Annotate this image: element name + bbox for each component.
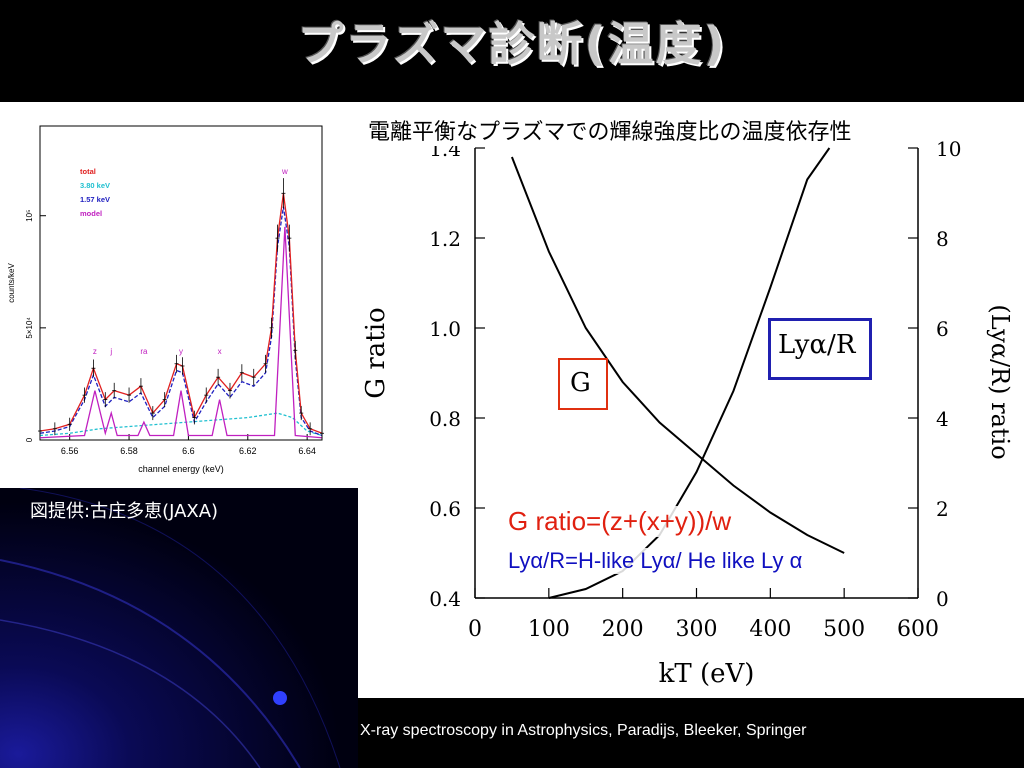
y2-axis-label: (Lyα/R) ratio: [986, 304, 1014, 459]
series-line-1-57-keV: [39, 206, 323, 437]
legend-entry: 1.57 keV: [80, 195, 110, 204]
y-tick-label: 0.6: [429, 497, 461, 521]
x-tick-label: 6.58: [120, 446, 138, 456]
y-tick-label: 10⁵: [25, 210, 34, 222]
y2-tick-label: 10: [936, 137, 961, 161]
x-tick-label: 500: [823, 617, 865, 642]
reference-footer: X-ray spectroscopy in Astrophysics, Para…: [360, 722, 807, 739]
ly-ratio-curve: [548, 147, 831, 599]
line-label-y: y: [179, 347, 183, 356]
y-tick-label: 5×10⁴: [25, 317, 34, 339]
line-label-x: x: [218, 347, 222, 356]
y-tick-label: 0.4: [429, 587, 461, 611]
chart-subtitle: 電離平衡なプラズマでの輝線強度比の温度依存性: [368, 114, 852, 146]
x-tick-label: 200: [602, 617, 644, 642]
legend-entry: total: [80, 167, 96, 176]
y2-tick-label: 4: [936, 407, 949, 431]
legend-entry: model: [80, 209, 102, 218]
g-ratio-curve: [510, 156, 845, 554]
g-annotation-label: G: [570, 368, 591, 398]
y2-tick-label: 6: [936, 317, 949, 341]
ly-ratio-formula: Lyα/R=H-like Lyα/ He like Ly α: [506, 548, 805, 574]
x-tick-label: 300: [676, 617, 718, 642]
y-tick-label: 0: [25, 437, 34, 442]
slide-title: プラズマ診断(温度): [297, 17, 727, 71]
ly-annotation-box: [768, 318, 872, 380]
y-tick-label: 1.2: [429, 227, 461, 251]
spectrum-panel: 6.56 6.58 6.6 6.62 6.64 0 5×10⁴ 10⁵ channel ener…: [0, 102, 358, 488]
line-label-w: w: [281, 167, 288, 176]
y2-tick-label: 0: [936, 587, 949, 611]
line-label-z: z: [93, 347, 97, 356]
x-tick-label: 100: [528, 617, 570, 642]
legend-entry: 3.80 keV: [80, 181, 110, 190]
series-line-model: [39, 226, 323, 439]
y2-tick-label: 2: [936, 497, 949, 521]
x-tick-label: 6.6: [182, 446, 195, 456]
y-axis-label: G ratio: [361, 307, 391, 398]
g-ratio-formula: G ratio=(z+(x+y))/w: [506, 506, 734, 537]
series-line-3-80-keV: [39, 412, 323, 437]
decorative-dot-icon: [273, 691, 287, 705]
x-tick-label: 6.56: [61, 446, 79, 456]
line-label-j: j: [109, 347, 112, 356]
g-annotation-box: [558, 358, 608, 410]
y-tick-label: 1.0: [429, 317, 461, 341]
x-tick-label: 0: [468, 617, 482, 642]
line-label-ra: ra: [140, 347, 148, 356]
ratio-chart-panel: 0 100 200 300 400 500 600 0.4 0.6 0.8 1.0 1.2 1.4 0 2 4…: [358, 102, 1024, 698]
x-tick-label: 600: [897, 617, 939, 642]
y-tick-label: 0.8: [429, 407, 461, 431]
series-line-total: [39, 193, 323, 434]
y2-tick-label: 8: [936, 227, 949, 251]
x-axis-label: kT (eV): [659, 659, 755, 689]
spectrum-plot-frame: [39, 125, 323, 441]
spectrum-chart: 6.56 6.58 6.6 6.62 6.64 0 5×10⁴ 10⁵ channel ener…: [7, 125, 324, 474]
x-axis-label: channel energy (keV): [138, 464, 224, 474]
x-tick-label: 400: [749, 617, 791, 642]
ratio-chart: 0 100 200 300 400 500 6000.40.60.81.01.21.4024…: [361, 137, 1014, 689]
ly-annotation-label: Lyα/R: [778, 330, 856, 360]
x-tick-label: 6.64: [298, 446, 316, 456]
x-tick-label: 6.62: [239, 446, 257, 456]
y-axis-label: counts/keV: [7, 263, 16, 303]
figure-credit: 図提供:古庄多恵(JAXA): [30, 501, 219, 522]
